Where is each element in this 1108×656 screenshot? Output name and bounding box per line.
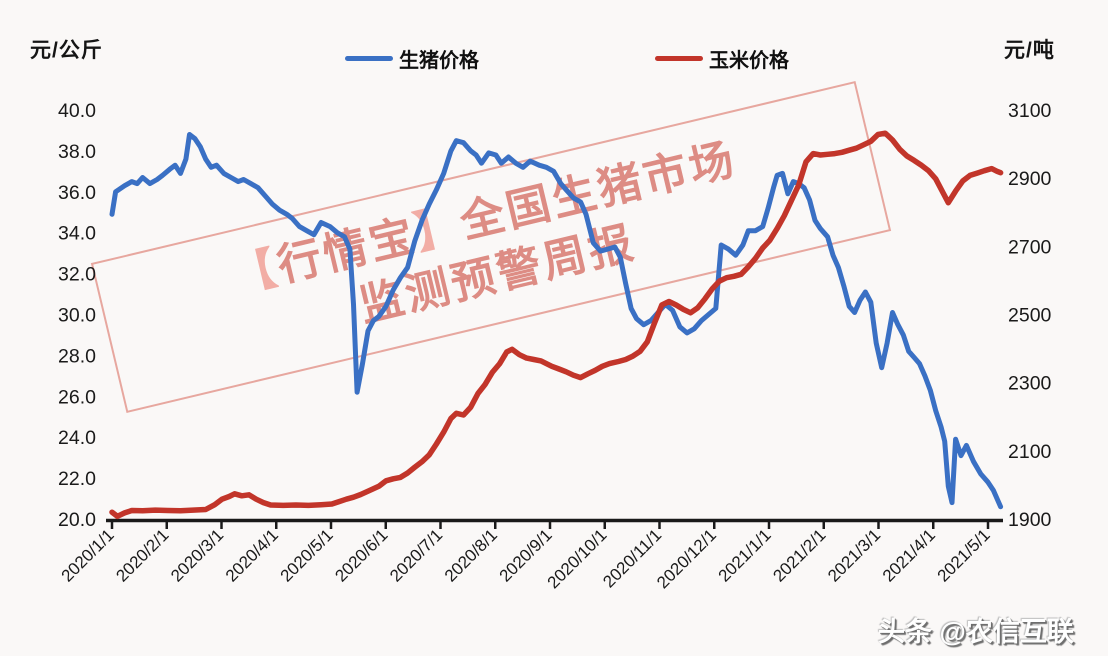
right-axis-tick-label: 2500 xyxy=(1008,305,1052,327)
right-axis-unit-label: 元/吨 xyxy=(1004,39,1055,62)
left-axis-tick-label: 32.0 xyxy=(58,264,96,286)
x-axis-tick-label: 2020/2/1 xyxy=(112,525,172,585)
x-axis-tick-label: 2021/3/1 xyxy=(824,525,884,585)
right-axis-tick-label: 3100 xyxy=(1008,100,1052,122)
right-axis-tick-label: 1900 xyxy=(1008,509,1052,531)
corn-price-line xyxy=(109,130,1004,520)
left-axis-tick-label: 20.0 xyxy=(58,509,96,531)
x-axis-tick-label: 2021/1/1 xyxy=(715,525,775,585)
right-axis-tick-label: 2700 xyxy=(1008,236,1052,258)
x-axis-tick-label: 2020/3/1 xyxy=(167,525,227,585)
x-axis-tick-label: 2020/5/1 xyxy=(277,525,337,585)
x-axis-tick-label: 2020/10/1 xyxy=(544,525,611,592)
left-axis-tick-label: 30.0 xyxy=(58,305,96,327)
left-axis-tick-label: 34.0 xyxy=(58,223,96,245)
x-axis-tick-label: 2020/7/1 xyxy=(386,525,446,585)
right-axis-tick-label: 2100 xyxy=(1008,441,1052,463)
pig-price-line xyxy=(109,132,1004,510)
credit-watermark: 头条 @农信互联 xyxy=(878,617,1074,647)
legend-item-pig-price: 生猪价格 xyxy=(345,44,479,73)
corn-line-swatch-icon xyxy=(655,56,703,61)
left-axis-tick-label: 24.0 xyxy=(58,427,96,449)
pig-line-swatch-icon xyxy=(345,56,393,61)
x-axis-tick-label: 2020/12/1 xyxy=(653,525,720,592)
legend-item-corn-price: 玉米价格 xyxy=(655,44,789,73)
x-axis-tick-label: 2020/1/1 xyxy=(58,525,118,585)
left-axis-unit-label: 元/公斤 xyxy=(30,39,103,62)
legend-label-pig-price: 生猪价格 xyxy=(399,50,479,72)
x-axis-tick-label: 2020/4/1 xyxy=(222,525,282,585)
x-axis-tick-label: 2021/2/1 xyxy=(769,525,829,585)
x-axis-tick-label: 2021/5/1 xyxy=(934,525,994,585)
right-axis-tick-label: 2300 xyxy=(1008,373,1052,395)
x-axis-tick-label: 2021/4/1 xyxy=(879,525,939,585)
x-axis-tick-label: 2020/8/1 xyxy=(441,525,501,585)
left-axis-tick-label: 36.0 xyxy=(58,182,96,204)
legend-label-corn-price: 玉米价格 xyxy=(709,50,789,72)
right-axis-tick-label: 2900 xyxy=(1008,168,1052,190)
left-axis-tick-label: 28.0 xyxy=(58,345,96,367)
left-axis-tick-label: 38.0 xyxy=(58,141,96,163)
left-axis-tick-label: 22.0 xyxy=(58,468,96,490)
left-axis-tick-label: 40.0 xyxy=(58,100,96,122)
x-axis-tick-label: 2020/6/1 xyxy=(331,525,391,585)
left-axis-tick-label: 26.0 xyxy=(58,386,96,408)
